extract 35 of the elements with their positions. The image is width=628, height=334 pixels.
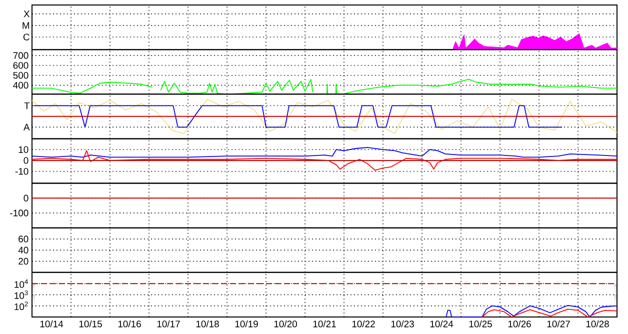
x-tick-label: 10/23 — [391, 320, 414, 328]
y-tick-label: 500 — [13, 72, 28, 79]
y-tick-label: 10$^{3}$ — [14, 290, 28, 299]
x-tick-label: 10/18 — [196, 320, 219, 328]
ref-line-label: X — [24, 10, 30, 18]
x-tick-label: 10/15 — [79, 320, 102, 328]
y-tick-label: 700 — [13, 52, 28, 59]
y-tick-label: 400 — [13, 82, 28, 89]
y-tick-label: 40 — [18, 246, 28, 254]
x-tick-label: 10/22 — [352, 320, 375, 328]
x-tick-label: 10/27 — [547, 320, 570, 328]
y-tick-label: 20 — [18, 258, 28, 265]
y-tick-label: 0 — [24, 157, 28, 164]
x-tick-label: 10/25 — [469, 320, 492, 328]
ref-line-label: C — [23, 34, 30, 40]
x-tick-label: 10/17 — [157, 320, 180, 328]
x-tick-label: 10/16 — [118, 320, 141, 328]
x-tick-label: 10/14 — [40, 320, 64, 328]
ref-line-label: M — [22, 22, 30, 29]
y-tick-label: 600 — [13, 62, 28, 69]
ref-line-label: T — [24, 102, 30, 109]
x-tick-label: 10/19 — [235, 320, 258, 328]
y-tick-label: 10$^{4}$ — [14, 279, 28, 288]
y-tick-label: 0 — [24, 194, 28, 202]
x-tick-label: 10/20 — [274, 320, 297, 328]
ref-line-label: A — [24, 124, 30, 130]
y-tick-label: 10 — [18, 146, 28, 153]
x-tick-label: 10/21 — [313, 320, 336, 328]
y-tick-label: 60 — [18, 236, 28, 242]
x-tick-label: 10/26 — [508, 320, 531, 328]
y-tick-label: -100 — [10, 210, 28, 216]
y-tick-label: -10 — [15, 168, 28, 175]
x-tick-label: 10/24 — [430, 320, 454, 328]
y-tick-label: 10$^{2}$ — [14, 302, 28, 310]
x-tick-label: 10/28 — [586, 320, 609, 328]
